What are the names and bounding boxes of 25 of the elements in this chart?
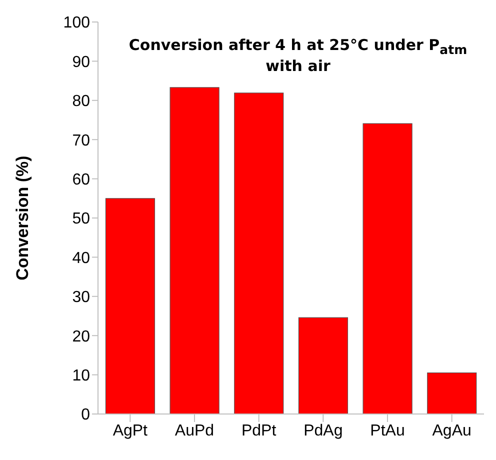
bar [105, 198, 156, 414]
bar [362, 123, 412, 414]
y-axis-title: Conversion (%) [13, 156, 32, 280]
x-tick-label: PtAu [370, 422, 405, 440]
x-tick-label: AgPt [112, 422, 148, 440]
y-tick-label: 80 [72, 93, 90, 110]
y-tick-label: 90 [72, 54, 90, 71]
y-tick-label: 10 [72, 367, 90, 384]
y-tick-label: 70 [72, 132, 90, 150]
x-tick-label: AuPd [174, 422, 214, 440]
y-tick-label: 30 [72, 289, 90, 306]
chart-title: Conversion after 4 h at 25°C under P$_{atm}$ with air [128, 36, 468, 75]
y-tick-label: 50 [72, 210, 90, 228]
x-tick-label: AgAu [432, 422, 472, 440]
bar [298, 317, 348, 414]
y-tick-label: 60 [72, 171, 90, 188]
y-tick-label: 40 [72, 250, 90, 267]
x-tick-label: PdPt [241, 422, 277, 440]
bar [234, 92, 284, 414]
bar [170, 87, 220, 414]
bar [427, 372, 477, 414]
y-tick-label: 0 [81, 406, 90, 424]
x-tick-label: PdAg [304, 422, 343, 440]
y-tick-label: 20 [72, 328, 90, 346]
y-tick-label: 100 [63, 14, 90, 32]
